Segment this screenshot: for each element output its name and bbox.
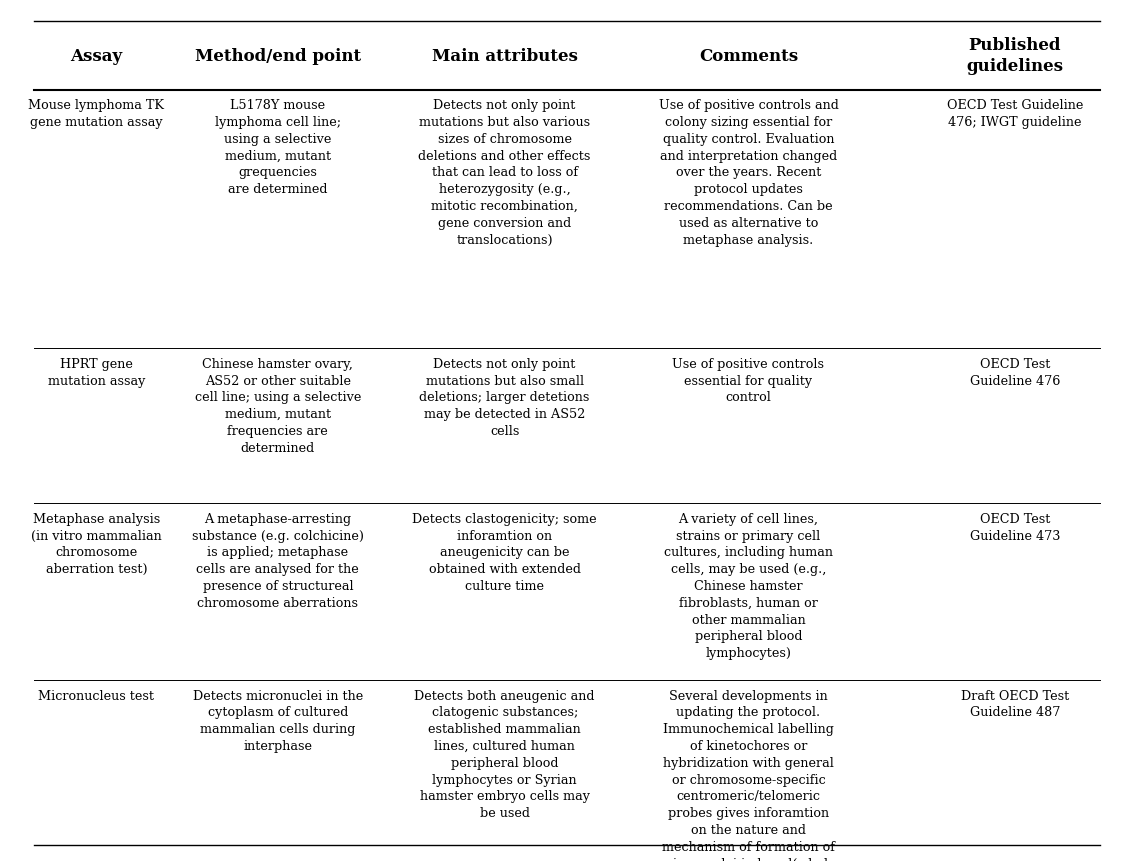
Text: OECD Test Guideline
476; IWGT guideline: OECD Test Guideline 476; IWGT guideline [947,99,1083,129]
Text: Several developments in
updating the protocol.
Immunochemical labelling
of kinet: Several developments in updating the pro… [661,689,836,861]
Text: A variety of cell lines,
strains or primary cell
cultures, including human
cells: A variety of cell lines, strains or prim… [663,512,833,660]
Text: Metaphase analysis
(in vitro mammalian
chromosome
aberration test): Metaphase analysis (in vitro mammalian c… [31,512,162,576]
Text: Detects not only point
mutations but also various
sizes of chromosome
deletions : Detects not only point mutations but als… [418,99,591,246]
Text: OECD Test
Guideline 473: OECD Test Guideline 473 [970,512,1060,542]
Text: Method/end point: Method/end point [195,47,361,65]
Text: A metaphase-arresting
substance (e.g. colchicine)
is applied; metaphase
cells ar: A metaphase-arresting substance (e.g. co… [192,512,364,610]
Text: OECD Test
Guideline 476: OECD Test Guideline 476 [970,357,1060,387]
Text: Detects clastogenicity; some
inforamtion on
aneugenicity can be
obtained with ex: Detects clastogenicity; some inforamtion… [413,512,596,592]
Text: Detects not only point
mutations but also small
deletions; larger detetions
may : Detects not only point mutations but als… [420,357,590,437]
Text: Use of positive controls and
colony sizing essential for
quality control. Evalua: Use of positive controls and colony sizi… [659,99,838,246]
Text: Detects micronuclei in the
cytoplasm of cultured
mammalian cells during
interpha: Detects micronuclei in the cytoplasm of … [193,689,363,753]
Text: Draft OECD Test
Guideline 487: Draft OECD Test Guideline 487 [960,689,1069,719]
Text: Chinese hamster ovary,
AS52 or other suitable
cell line; using a selective
mediu: Chinese hamster ovary, AS52 or other sui… [195,357,361,455]
Text: Comments: Comments [699,47,798,65]
Text: Published
guidelines: Published guidelines [966,37,1064,75]
Text: Detects both aneugenic and
clatogenic substances;
established mammalian
lines, c: Detects both aneugenic and clatogenic su… [414,689,595,820]
Text: Main attributes: Main attributes [432,47,577,65]
Text: Micronucleus test: Micronucleus test [39,689,154,702]
Text: Assay: Assay [70,47,122,65]
Text: HPRT gene
mutation assay: HPRT gene mutation assay [48,357,145,387]
Text: Mouse lymphoma TK
gene mutation assay: Mouse lymphoma TK gene mutation assay [28,99,164,129]
Text: Use of positive controls
essential for quality
control: Use of positive controls essential for q… [672,357,824,404]
Text: L5178Y mouse
lymphoma cell line;
using a selective
medium, mutant
grequencies
ar: L5178Y mouse lymphoma cell line; using a… [214,99,341,196]
